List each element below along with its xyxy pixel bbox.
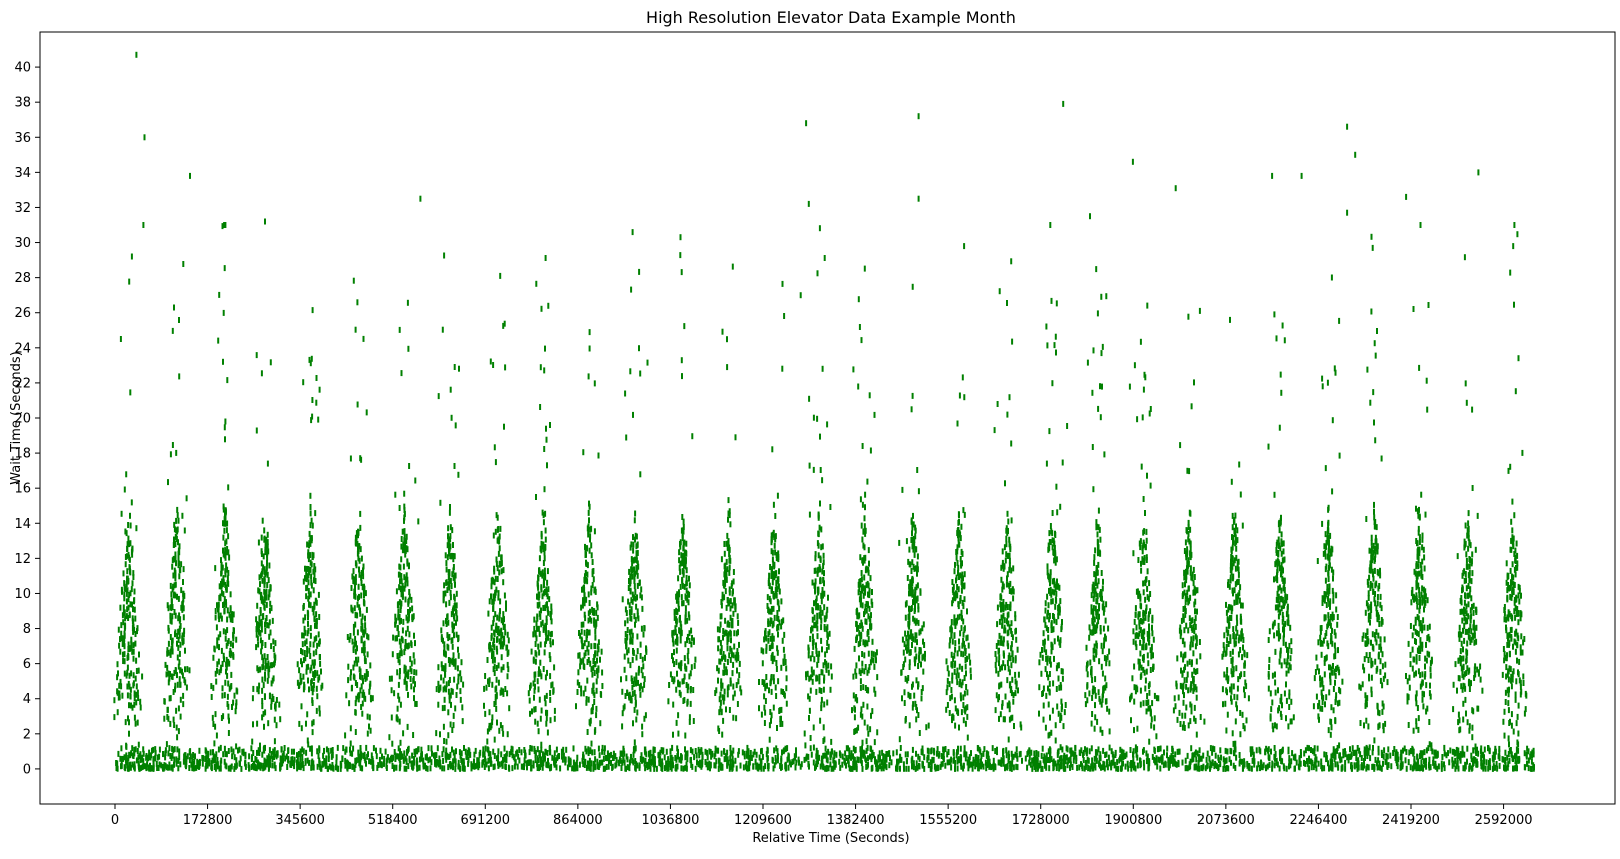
chart-title: High Resolution Elevator Data Example Mo… (646, 8, 1016, 27)
